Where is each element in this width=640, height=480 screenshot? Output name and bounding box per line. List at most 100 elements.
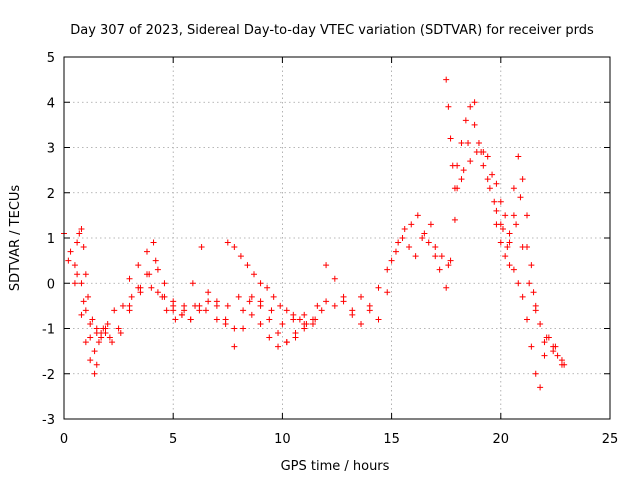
x-tick-label: 20 [493, 432, 510, 447]
data-point [504, 244, 511, 251]
data-point [224, 239, 231, 246]
data-point [266, 334, 273, 341]
data-point [104, 320, 111, 327]
data-point [65, 257, 72, 264]
data-point [528, 262, 535, 269]
series-track-i [443, 76, 539, 309]
data-point [412, 253, 419, 260]
data-point [526, 280, 533, 287]
data-point [146, 271, 153, 278]
data-point [497, 198, 504, 205]
x-tick-label: 10 [274, 432, 291, 447]
data-point [314, 302, 321, 309]
data-point [264, 284, 271, 291]
data-point [395, 239, 402, 246]
series-track-h [323, 121, 568, 368]
y-axis-label: SDTVAR / TECUs [8, 185, 23, 292]
data-point [181, 302, 188, 309]
data-point [458, 139, 465, 146]
data-point [443, 284, 450, 291]
data-point [323, 298, 330, 305]
data-point [126, 307, 133, 314]
data-point [128, 293, 135, 300]
data-point [98, 330, 105, 337]
data-point [528, 343, 535, 350]
data-point [202, 307, 209, 314]
data-point [111, 307, 118, 314]
data-point [143, 248, 150, 255]
data-point [115, 325, 122, 332]
data-point [340, 293, 347, 300]
data-point [109, 339, 116, 346]
data-point [78, 311, 85, 318]
data-point [388, 257, 395, 264]
data-point [349, 311, 356, 318]
data-point [486, 185, 493, 192]
data-point [375, 284, 382, 291]
data-point [82, 271, 89, 278]
data-point [467, 158, 474, 165]
y-tick-label: 2 [47, 187, 55, 202]
data-point [82, 307, 89, 314]
data-point [510, 266, 517, 273]
data-point [301, 311, 308, 318]
chart-title: Day 307 of 2023, Sidereal Day-to-day VTE… [70, 23, 594, 38]
series-track-b [71, 257, 308, 355]
data-point [480, 149, 487, 156]
data-point [524, 316, 531, 323]
data-point [161, 280, 168, 287]
data-point [106, 334, 113, 341]
data-point [248, 311, 255, 318]
data-point [89, 316, 96, 323]
data-point [318, 307, 325, 314]
data-point [172, 316, 179, 323]
x-tick-label: 25 [602, 432, 619, 447]
y-tick-label: -1 [42, 323, 55, 338]
series-track-c [65, 244, 205, 377]
data-point [78, 280, 85, 287]
data-point [91, 348, 98, 355]
data-point [384, 289, 391, 296]
data-point [530, 289, 537, 296]
data-point [150, 239, 157, 246]
data-point [414, 212, 421, 219]
data-point [119, 302, 126, 309]
data-point [117, 330, 124, 337]
data-point [231, 244, 238, 251]
data-point [384, 266, 391, 273]
data-point [102, 325, 109, 332]
data-point [458, 176, 465, 183]
data-point [87, 320, 94, 327]
data-point [502, 212, 509, 219]
data-point [493, 221, 500, 228]
data-point [510, 212, 517, 219]
data-point [331, 275, 338, 282]
data-point [541, 352, 548, 359]
data-point [231, 343, 238, 350]
data-point [251, 271, 258, 278]
data-point [513, 221, 520, 228]
data-point [532, 302, 539, 309]
data-point [87, 334, 94, 341]
data-point [432, 253, 439, 260]
axis-ticks: 0 5 10 15 20 25 -3 -2 -1 0 1 2 3 4 5 [42, 51, 618, 447]
data-point [248, 293, 255, 300]
data-point [74, 239, 81, 246]
series-track-a [61, 230, 319, 341]
data-point [309, 320, 316, 327]
data-point [502, 253, 509, 260]
data-point [257, 298, 264, 305]
data-point [187, 316, 194, 323]
data-point [358, 293, 365, 300]
y-tick-label: -2 [42, 368, 55, 383]
data-point [515, 153, 522, 160]
data-point [438, 253, 445, 260]
data-point [425, 239, 432, 246]
data-point [493, 180, 500, 187]
data-point [408, 221, 415, 228]
x-axis-label: GPS time / hours [281, 459, 390, 474]
data-point [170, 302, 177, 309]
data-point [74, 271, 81, 278]
data-points [61, 76, 568, 391]
data-point [489, 171, 496, 178]
